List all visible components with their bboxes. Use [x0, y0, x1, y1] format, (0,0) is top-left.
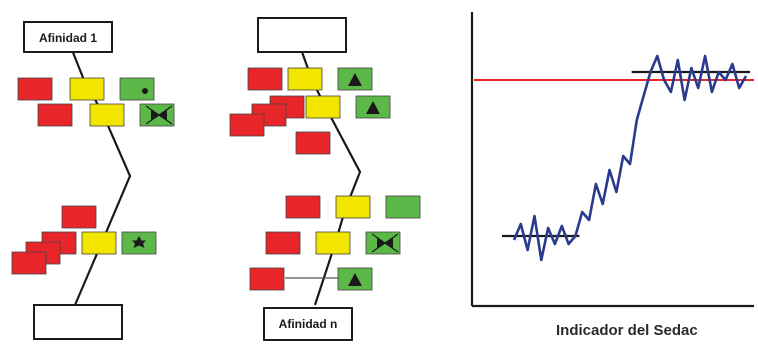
- red-card: [229, 113, 265, 137]
- data-series-line: [512, 54, 748, 262]
- top-affinity-label: Afinidad 1: [39, 31, 97, 45]
- bottom-affinity-label: Afinidad n: [279, 317, 338, 331]
- red-card: [295, 131, 331, 155]
- yellow-card: [89, 103, 125, 127]
- bottom-affinity-box: [263, 307, 353, 341]
- control-chart: [470, 12, 754, 308]
- bowtie-icon: [145, 105, 173, 125]
- yellow-card: [81, 231, 117, 255]
- bowtie-icon: [371, 233, 399, 253]
- yellow-card: [305, 95, 341, 119]
- red-card: [61, 205, 97, 229]
- yellow-card: [287, 67, 323, 91]
- yellow-card: [335, 195, 371, 219]
- yellow-card: [315, 231, 351, 255]
- red-card: [265, 231, 301, 255]
- top-affinity-box: [257, 17, 347, 53]
- chart-caption: Indicador del Sedac: [556, 322, 698, 339]
- red-card: [17, 77, 53, 101]
- star-icon: [132, 236, 146, 248]
- top-affinity-box: [23, 21, 113, 53]
- dot-icon: [142, 88, 148, 94]
- red-card: [247, 67, 283, 91]
- yellow-card: [69, 77, 105, 101]
- left-affinity-panel: Afinidad 1: [11, 21, 175, 340]
- green-card: [119, 77, 155, 101]
- red-card: [11, 251, 47, 275]
- bottom-affinity-box: [33, 304, 123, 340]
- middle-affinity-panel: Afinidad n: [229, 17, 421, 341]
- green-card: [385, 195, 421, 219]
- red-card: [249, 267, 285, 291]
- red-card: [37, 103, 73, 127]
- triangle-icon: [348, 273, 362, 286]
- triangle-icon: [366, 101, 380, 114]
- triangle-icon: [348, 73, 362, 86]
- red-card: [285, 195, 321, 219]
